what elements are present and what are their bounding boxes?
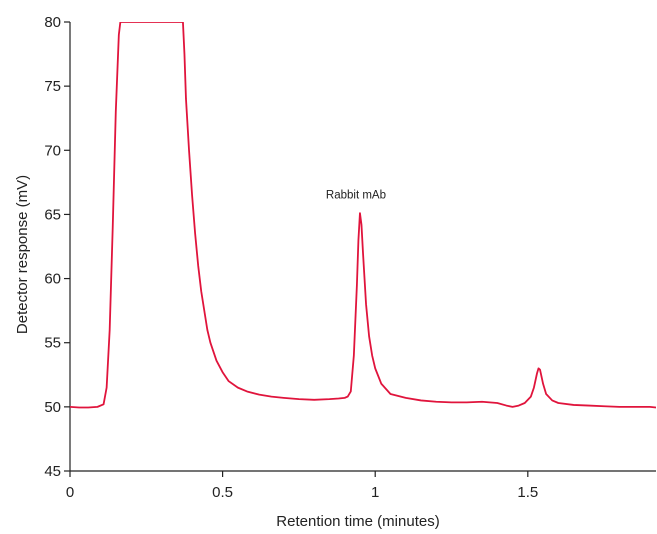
labels: Retention time (minutes) Detector respons…: [14, 175, 440, 530]
x-tick-label: 1: [371, 484, 379, 501]
x-tick-label: 0.5: [212, 484, 233, 501]
y-axis-title: Detector response (mV): [14, 175, 31, 334]
peak-annotation: Rabbit mAb: [326, 189, 386, 201]
series-line: [70, 22, 656, 409]
y-tick-label: 55: [44, 335, 61, 352]
x-axis-title: Retention time (minutes): [276, 513, 439, 530]
y-tick-label: 80: [44, 14, 61, 31]
y-tick-label: 75: [44, 78, 61, 95]
y-tick-label: 50: [44, 399, 61, 416]
y-tick-label: 45: [44, 463, 61, 480]
y-tick-label: 60: [44, 271, 61, 288]
y-tick-label: 70: [44, 142, 61, 159]
x-tick-label: 1.5: [517, 484, 538, 501]
ticks: 45 50 55 60 65 70 75 80 0 0.5 1 1.5: [44, 14, 538, 501]
y-tick-label: 65: [44, 206, 61, 223]
axes: [69, 22, 656, 472]
x-tick-label: 0: [66, 484, 74, 501]
series: [70, 22, 656, 409]
